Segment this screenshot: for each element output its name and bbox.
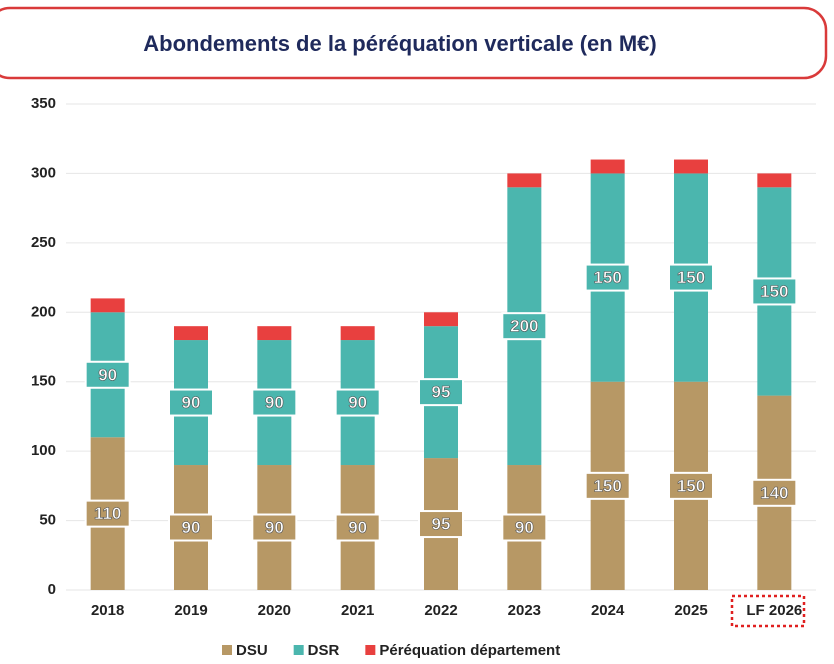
data-label-box xyxy=(584,263,631,292)
y-tick-label: 200 xyxy=(31,303,56,320)
data-label-box xyxy=(251,513,298,542)
y-tick-label: 150 xyxy=(31,373,56,390)
data-label: 150 xyxy=(593,268,621,287)
x-tick-label: 2024 xyxy=(591,602,625,619)
title-frame xyxy=(0,6,828,80)
bar-segment xyxy=(174,326,208,341)
y-tick-label: 300 xyxy=(31,164,56,181)
legend-label: DSR xyxy=(308,642,340,659)
data-label-box xyxy=(251,388,298,417)
highlight-frame xyxy=(730,594,806,628)
x-tick-label: 2025 xyxy=(674,602,707,619)
legend-swatch xyxy=(365,645,376,655)
data-label-box xyxy=(501,312,548,341)
data-label-box xyxy=(334,388,381,417)
data-label-box xyxy=(84,360,131,389)
x-tick-label: 2021 xyxy=(341,602,374,619)
data-label: 90 xyxy=(98,365,117,384)
data-label: 95 xyxy=(432,515,451,534)
x-tick-label: 2018 xyxy=(91,602,124,619)
data-label-box xyxy=(168,388,214,417)
data-label-box xyxy=(334,513,381,542)
bar-segment xyxy=(90,298,125,313)
chart-title: Abondements de la péréquation verticale … xyxy=(143,31,656,56)
x-tick-label: 2020 xyxy=(258,602,291,619)
legend-label: DSU xyxy=(236,642,268,659)
data-label-box xyxy=(668,263,714,292)
bar-segment xyxy=(257,326,292,341)
data-label-box xyxy=(751,277,798,306)
data-label-box xyxy=(668,471,714,500)
data-label: 90 xyxy=(515,518,534,537)
data-label: 90 xyxy=(182,518,201,537)
data-label: 140 xyxy=(760,483,788,502)
y-tick-label: 100 xyxy=(31,442,56,459)
x-tick-label: 2023 xyxy=(508,602,541,619)
legend-swatch xyxy=(293,645,304,655)
data-label-box xyxy=(418,378,464,407)
data-label: 110 xyxy=(94,504,121,523)
legend-swatch xyxy=(222,645,232,655)
data-label-box xyxy=(751,478,798,507)
data-label: 150 xyxy=(677,476,705,495)
data-label: 90 xyxy=(348,393,367,412)
bar-segment xyxy=(757,173,792,188)
data-label: 90 xyxy=(265,393,284,412)
bar-segment xyxy=(674,159,708,174)
bar-segment xyxy=(590,159,625,174)
x-tick-label: 2019 xyxy=(174,602,207,619)
data-label: 90 xyxy=(182,393,201,412)
data-label: 150 xyxy=(677,268,705,287)
bar-segment xyxy=(424,312,458,327)
data-label: 200 xyxy=(510,317,538,336)
data-label: 150 xyxy=(593,476,621,495)
data-label: 95 xyxy=(432,383,451,402)
data-label-box xyxy=(84,499,131,528)
x-tick-label: 2022 xyxy=(424,602,457,619)
data-label-box xyxy=(168,513,214,542)
data-label-box xyxy=(501,513,548,542)
legend-label: Péréquation département xyxy=(379,642,560,659)
y-tick-label: 350 xyxy=(31,95,56,112)
bar-segment xyxy=(507,173,542,188)
y-tick-label: 50 xyxy=(39,512,56,529)
bar-segment xyxy=(340,326,375,341)
y-tick-label: 250 xyxy=(31,234,56,251)
data-label-box xyxy=(584,471,631,500)
data-label-box xyxy=(418,510,464,539)
data-label: 90 xyxy=(348,518,367,537)
data-label: 90 xyxy=(265,518,284,537)
x-tick-label: LF 2026 xyxy=(746,602,802,619)
data-label: 150 xyxy=(760,282,788,301)
y-tick-label: 0 xyxy=(48,581,56,598)
